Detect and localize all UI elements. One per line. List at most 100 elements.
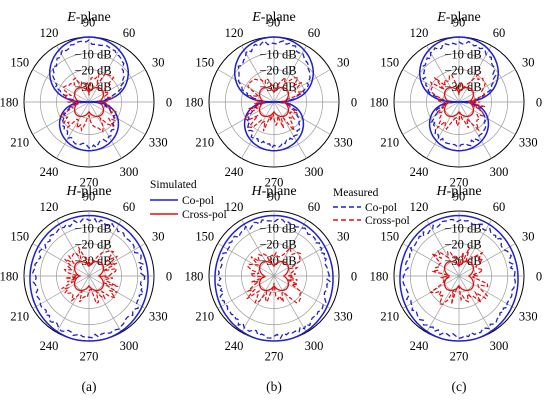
angle-tick-label: 0 <box>166 270 172 284</box>
radial-tick-label: −20 dB <box>444 238 481 252</box>
angle-tick-label: 300 <box>120 165 139 179</box>
polar-spoke <box>88 275 122 333</box>
polar-spoke <box>273 45 307 103</box>
radial-tick-label: −30 dB <box>444 80 481 94</box>
polar-spoke <box>273 219 307 277</box>
angle-tick-label: 180 <box>185 270 204 284</box>
angle-tick-label: 60 <box>123 26 136 40</box>
radial-tick-label: −10 dB <box>74 47 111 61</box>
radial-tick-label: −10 dB <box>259 221 296 235</box>
plane-title: H-plane <box>65 184 111 199</box>
angle-tick-label: 150 <box>10 56 29 70</box>
angle-tick-label: 270 <box>450 350 469 364</box>
polar-spoke <box>88 219 122 277</box>
angle-tick-label: 180 <box>370 270 389 284</box>
angle-tick-label: 270 <box>265 350 284 364</box>
polar-spoke <box>88 243 146 277</box>
angle-tick-label: 300 <box>490 165 509 179</box>
subfigure-label-b: (b) <box>266 379 282 394</box>
series-simulated-cross-pol <box>258 86 290 118</box>
polar-spoke <box>402 243 460 277</box>
radial-tick-label: −20 dB <box>259 64 296 78</box>
angle-tick-label: 120 <box>410 200 429 214</box>
angle-tick-label: 210 <box>195 310 214 324</box>
polar-panel-a-e: 0 30 60 90 120 150 180 210 240 270 300 330 −10 dB −20… <box>0 10 172 190</box>
angle-tick-label: 240 <box>410 165 429 179</box>
angle-tick-label: 60 <box>493 26 506 40</box>
angle-tick-label: 0 <box>351 270 357 284</box>
series-simulated-co-pol <box>29 214 149 342</box>
polar-spoke <box>458 275 516 309</box>
angle-tick-label: 330 <box>149 310 168 324</box>
angle-tick-label: 0 <box>166 96 172 110</box>
polar-spoke <box>241 45 275 103</box>
plane-title: H-plane <box>435 184 481 199</box>
radial-tick-label: −20 dB <box>259 238 296 252</box>
polar-spoke <box>56 275 90 333</box>
angle-tick-label: 300 <box>490 339 509 353</box>
angle-tick-label: 150 <box>195 230 214 244</box>
angle-tick-label: 30 <box>522 56 535 70</box>
polar-spoke <box>32 69 90 103</box>
radial-tick-label: −20 dB <box>444 64 481 78</box>
radial-tick-label: −10 dB <box>444 221 481 235</box>
angle-tick-label: 150 <box>10 230 29 244</box>
angle-tick-label: 90 <box>268 16 281 30</box>
series-simulated-co-pol <box>399 214 519 342</box>
angle-tick-label: 90 <box>83 190 96 204</box>
series-measured-cross-pol <box>61 246 119 305</box>
polar-spoke <box>273 101 307 159</box>
series-measured-co-pol <box>422 40 497 149</box>
polar-panel-b-h: 0 30 60 90 120 150 180 210 240 270 300 330 −10 dB −20… <box>185 184 358 364</box>
angle-tick-label: 60 <box>123 200 136 214</box>
series-measured-co-pol <box>402 218 517 340</box>
polar-spoke <box>402 69 460 103</box>
angle-tick-label: 30 <box>152 56 165 70</box>
series-measured-cross-pol <box>244 75 305 132</box>
radial-tick-label: −10 dB <box>444 47 481 61</box>
polar-spoke <box>426 101 460 159</box>
legend-measured: Measured Co-pol Cross-pol <box>333 187 410 227</box>
polar-spoke <box>458 275 492 333</box>
polar-spoke <box>241 101 275 159</box>
angle-tick-label: 150 <box>380 230 399 244</box>
legend-measured-heading: Measured <box>333 187 379 199</box>
series-simulated-co-pol <box>214 214 334 342</box>
series-simulated-cross-pol <box>443 86 475 118</box>
angle-tick-label: 270 <box>80 350 99 364</box>
angle-tick-label: 0 <box>536 270 542 284</box>
angle-tick-label: 30 <box>337 56 350 70</box>
radial-tick-label: −10 dB <box>259 47 296 61</box>
polar-spoke <box>241 219 275 277</box>
angle-tick-label: 150 <box>380 56 399 70</box>
angle-tick-label: 90 <box>453 190 466 204</box>
angle-tick-label: 300 <box>305 165 324 179</box>
angle-tick-label: 90 <box>268 190 281 204</box>
radial-tick-label: −30 dB <box>259 254 296 268</box>
angle-tick-label: 210 <box>10 136 29 150</box>
series-measured-cross-pol <box>58 72 118 133</box>
angle-tick-label: 180 <box>185 96 204 110</box>
angle-tick-label: 240 <box>225 339 244 353</box>
radial-tick-label: −20 dB <box>74 64 111 78</box>
polar-spoke <box>458 243 516 277</box>
series-measured-cross-pol <box>429 246 489 305</box>
polar-spoke <box>88 69 146 103</box>
angle-tick-label: 330 <box>334 310 353 324</box>
plane-title: H-plane <box>250 184 296 199</box>
angle-tick-label: 270 <box>265 176 284 190</box>
angle-tick-label: 120 <box>40 200 59 214</box>
angle-tick-label: 300 <box>120 339 139 353</box>
legend-simulated-co-label: Co-pol <box>182 195 214 207</box>
polar-spoke <box>217 69 275 103</box>
polar-spoke <box>426 45 460 103</box>
angle-tick-label: 30 <box>522 230 535 244</box>
series-measured-co-pol <box>31 217 147 339</box>
plane-title: E-plane <box>66 10 111 25</box>
polar-panel-c-h: 0 30 60 90 120 150 180 210 240 270 300 330 −10 dB −20… <box>370 184 543 364</box>
series-measured-co-pol <box>216 218 332 340</box>
polar-spoke <box>458 69 516 103</box>
angle-tick-label: 240 <box>410 339 429 353</box>
